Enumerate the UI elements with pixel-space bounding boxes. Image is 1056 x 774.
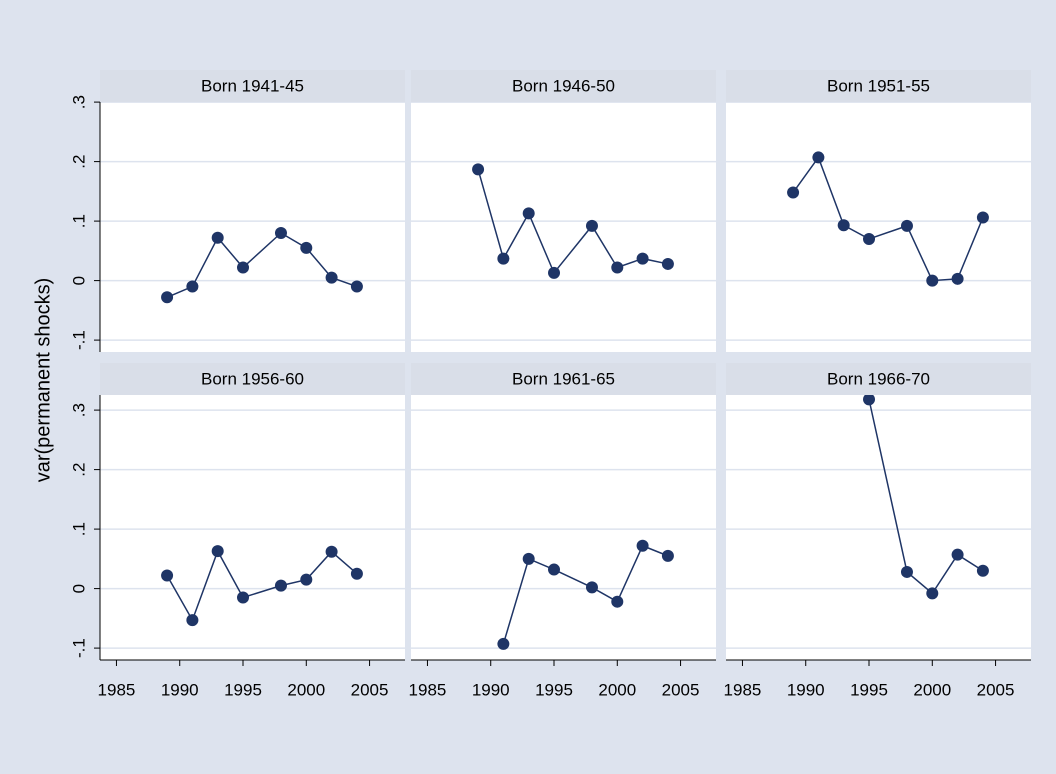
x-tick-label: 1985 — [98, 680, 136, 699]
point — [926, 274, 939, 287]
y-tick-label: .1 — [69, 522, 88, 536]
point — [325, 545, 338, 558]
panel-title: Born 1961-65 — [512, 369, 615, 388]
plot-area — [100, 389, 405, 660]
point — [300, 573, 313, 586]
x-tick-label: 2005 — [662, 680, 700, 699]
panel-title: Born 1966-70 — [827, 369, 930, 388]
y-tick-label: 0 — [69, 276, 88, 285]
point — [237, 591, 250, 604]
point — [522, 207, 535, 220]
plot-area — [411, 81, 716, 353]
point — [976, 564, 989, 577]
point — [161, 569, 174, 582]
point — [661, 257, 674, 270]
x-tick-label: 1990 — [472, 680, 510, 699]
panel-title: Born 1951-55 — [827, 76, 930, 95]
x-tick-label: 1995 — [850, 680, 888, 699]
point — [350, 567, 363, 580]
point — [274, 227, 287, 239]
line — [166, 232, 358, 298]
point — [976, 211, 989, 224]
x-tick-label: 1990 — [161, 680, 199, 699]
plot-area — [726, 389, 1031, 660]
point — [585, 219, 598, 232]
point — [611, 595, 624, 608]
point — [636, 252, 649, 265]
point — [951, 272, 964, 285]
panel-title: Born 1946-50 — [512, 76, 615, 95]
point — [548, 266, 561, 279]
point — [472, 163, 485, 176]
x-tick-label: 1995 — [224, 680, 262, 699]
plot-area — [411, 389, 716, 660]
point — [350, 280, 363, 293]
y-tick-label: .3 — [69, 95, 88, 109]
point — [787, 186, 800, 199]
x-tick-label: 1990 — [787, 680, 825, 699]
x-tick-label: 1985 — [724, 680, 762, 699]
point — [274, 579, 287, 592]
point — [926, 587, 939, 600]
point — [661, 549, 674, 562]
point — [211, 545, 224, 558]
point — [186, 614, 199, 627]
panel-strip — [100, 363, 405, 395]
point — [900, 565, 913, 578]
point — [325, 271, 338, 284]
y-tick-label: .2 — [69, 155, 88, 169]
plot-area — [100, 81, 405, 353]
y-tick-label: 0 — [69, 584, 88, 593]
x-tick-label: 2005 — [977, 680, 1015, 699]
point — [211, 231, 224, 244]
point — [812, 151, 825, 164]
point — [900, 219, 913, 232]
x-tick-label: 2000 — [913, 680, 951, 699]
y-tick-label: .1 — [69, 214, 88, 228]
point — [522, 552, 535, 565]
line — [166, 549, 358, 622]
point — [863, 393, 876, 406]
panel-strip — [726, 70, 1031, 102]
point — [186, 280, 199, 293]
panel-strip — [100, 70, 405, 102]
point — [300, 241, 313, 254]
point — [585, 581, 598, 594]
panel-strip — [411, 363, 716, 395]
panel-strip — [726, 363, 1031, 395]
y-tick-label: .3 — [69, 403, 88, 417]
x-tick-label: 2000 — [598, 680, 636, 699]
x-tick-label: 1985 — [409, 680, 447, 699]
point — [611, 261, 624, 274]
y-axis-label: var(permanent shocks) — [32, 278, 54, 483]
y-tick-label: -.1 — [69, 330, 88, 350]
y-tick-label: -.1 — [69, 638, 88, 658]
point — [837, 219, 850, 232]
x-tick-label: 2005 — [351, 680, 389, 699]
point — [951, 548, 964, 561]
x-tick-label: 1995 — [535, 680, 573, 699]
panel-title: Born 1941-45 — [201, 76, 304, 95]
point — [863, 232, 876, 245]
point — [636, 539, 649, 552]
point — [161, 291, 174, 304]
point — [237, 261, 250, 274]
point — [497, 637, 510, 650]
point — [497, 252, 510, 265]
point — [548, 563, 561, 576]
y-tick-label: .2 — [69, 463, 88, 477]
panel-strip — [411, 70, 716, 102]
x-tick-label: 2000 — [287, 680, 325, 699]
panel-title: Born 1956-60 — [201, 369, 304, 388]
